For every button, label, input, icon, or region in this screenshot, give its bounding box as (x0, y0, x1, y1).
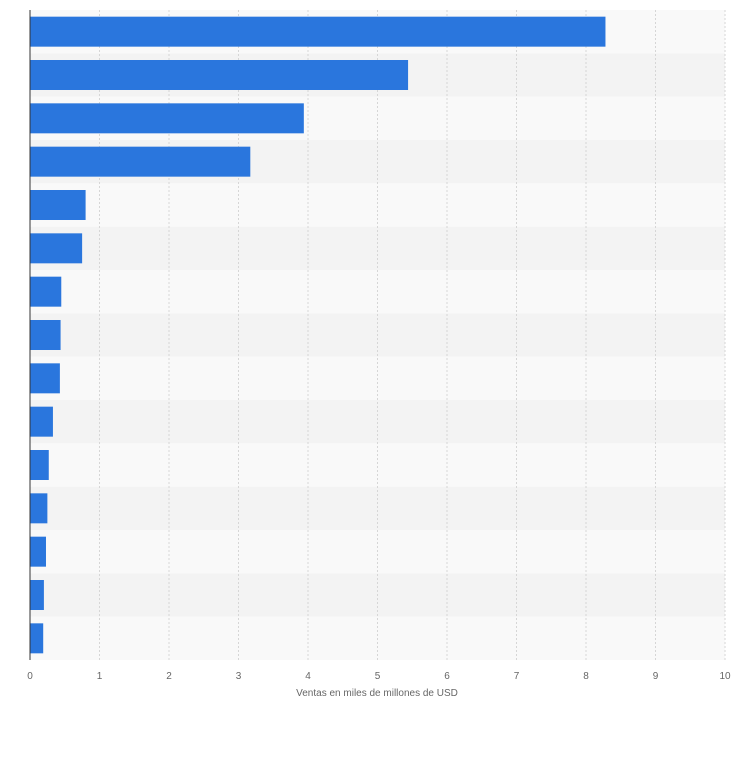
bar[interactable] (30, 146, 251, 177)
bars (30, 16, 606, 654)
x-axis-ticks: 0 1 2 3 4 5 6 7 8 9 10 (27, 671, 731, 682)
bar[interactable] (30, 580, 44, 610)
bar[interactable] (30, 623, 44, 654)
x-tick-label: 2 (166, 671, 172, 682)
x-tick-label: 1 (97, 671, 103, 682)
x-axis-title: Ventas en miles de millones de USD (296, 688, 458, 699)
x-tick-label: 7 (514, 671, 520, 682)
bar[interactable] (30, 190, 86, 220)
bar[interactable] (30, 233, 83, 264)
x-tick-label: 5 (375, 671, 381, 682)
x-tick-label: 8 (583, 671, 589, 682)
bar[interactable] (30, 363, 60, 394)
x-tick-label: 4 (305, 671, 311, 682)
bar[interactable] (30, 320, 61, 350)
bar[interactable] (30, 450, 49, 480)
bar[interactable] (30, 103, 304, 134)
bar[interactable] (30, 493, 48, 524)
x-tick-label: 0 (27, 671, 33, 682)
x-tick-label: 9 (653, 671, 659, 682)
bar[interactable] (30, 60, 409, 90)
x-tick-label: 3 (236, 671, 242, 682)
x-tick-label: 10 (719, 671, 731, 682)
bar[interactable] (30, 276, 62, 307)
bar[interactable] (30, 16, 606, 47)
row-band (30, 183, 725, 227)
row-band (30, 443, 725, 487)
bar[interactable] (30, 406, 53, 437)
bar[interactable] (30, 536, 46, 567)
x-tick-label: 6 (444, 671, 450, 682)
